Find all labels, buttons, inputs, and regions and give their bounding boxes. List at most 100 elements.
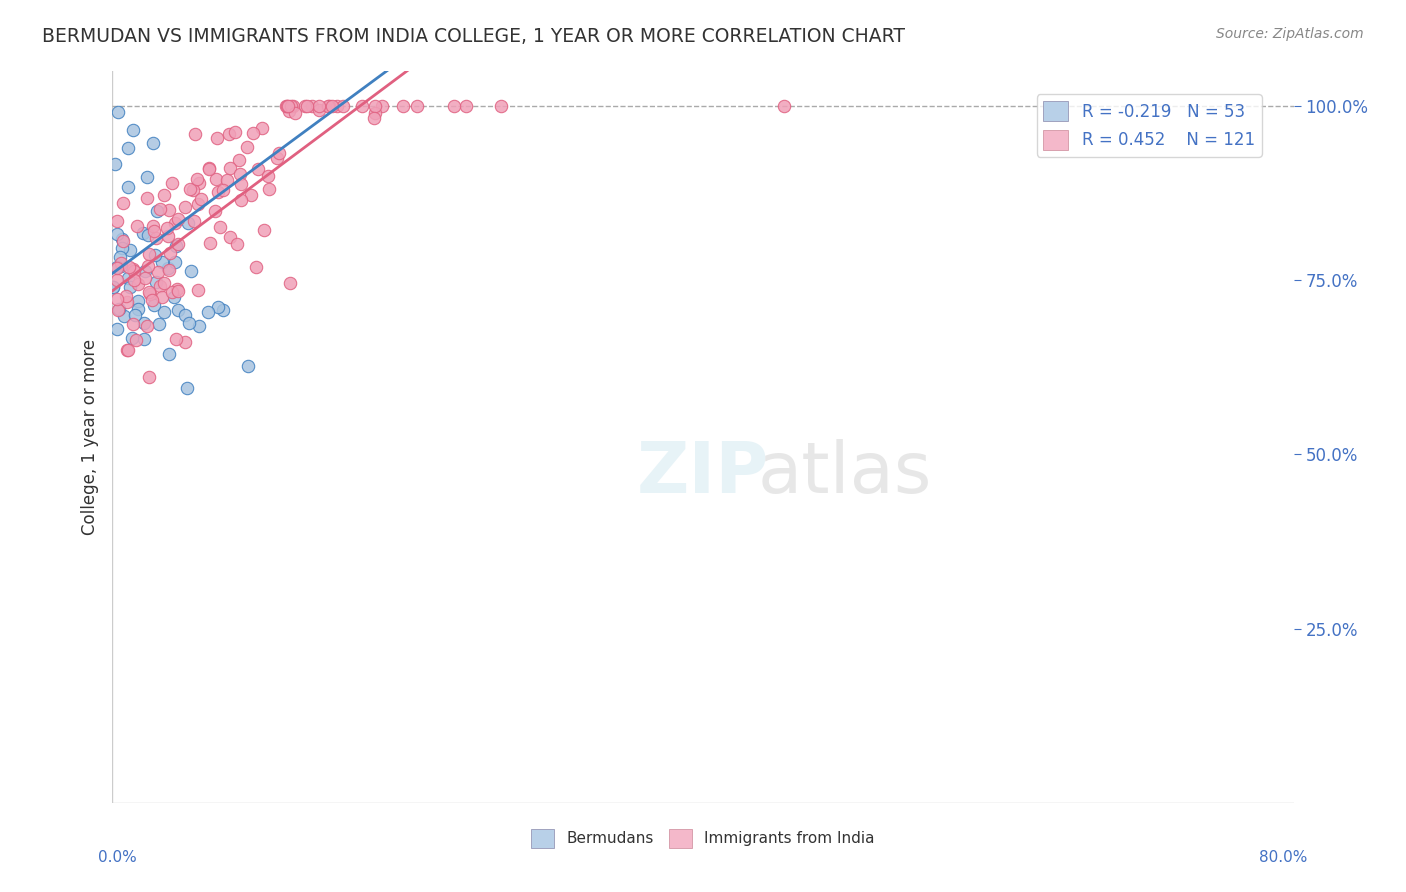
Point (117, 271, 139, 285)
Point (252, 120, 274, 135)
Point (198, 235, 221, 250)
Text: atlas: atlas (758, 439, 932, 508)
Point (149, 279, 172, 293)
Point (266, 151, 288, 165)
Point (104, 157, 127, 171)
Point (159, 245, 181, 260)
Point (326, 99, 349, 113)
Point (167, 212, 190, 227)
Text: BERMUDAN VS IMMIGRANTS FROM INDIA COLLEGE, 1 YEAR OR MORE CORRELATION CHART: BERMUDAN VS IMMIGRANTS FROM INDIA COLLEG… (42, 27, 905, 45)
Point (371, 99, 394, 113)
Point (112, 310, 135, 324)
Point (218, 127, 240, 141)
Point (177, 216, 200, 230)
Point (240, 187, 263, 202)
Point (308, 99, 330, 113)
Point (183, 213, 205, 227)
Point (174, 200, 197, 214)
Point (180, 264, 202, 278)
Point (253, 223, 276, 237)
Point (122, 123, 145, 137)
Point (141, 293, 163, 307)
Point (207, 131, 229, 145)
Point (160, 285, 183, 300)
Point (110, 250, 132, 264)
Point (132, 227, 155, 241)
Point (277, 99, 299, 113)
Point (187, 283, 209, 297)
Point (215, 172, 238, 186)
Point (105, 260, 128, 275)
Point (186, 172, 208, 186)
Point (107, 302, 129, 317)
Point (174, 335, 197, 350)
Point (183, 127, 205, 141)
Point (174, 309, 197, 323)
Point (124, 308, 146, 322)
Point (318, 99, 340, 113)
Point (363, 99, 385, 113)
Point (127, 301, 149, 316)
Text: Source: ZipAtlas.com: Source: ZipAtlas.com (1216, 27, 1364, 41)
Point (176, 381, 198, 395)
Point (134, 271, 156, 285)
Point (156, 260, 179, 275)
Text: 0.0%: 0.0% (98, 850, 138, 865)
Point (150, 254, 173, 268)
Text: 80.0%: 80.0% (1260, 850, 1308, 865)
Point (224, 126, 246, 140)
Point (143, 248, 166, 262)
Point (110, 259, 132, 273)
Point (163, 290, 186, 304)
Point (219, 229, 242, 244)
Point (257, 182, 280, 196)
Point (204, 171, 226, 186)
Point (166, 283, 188, 297)
Point (197, 161, 219, 176)
Point (111, 234, 134, 248)
Point (127, 219, 149, 233)
Point (146, 265, 169, 279)
Point (163, 255, 186, 269)
Point (143, 298, 166, 312)
Point (111, 195, 134, 210)
Text: ZIP: ZIP (637, 439, 769, 508)
Point (117, 141, 139, 155)
Point (165, 332, 187, 346)
Point (105, 273, 128, 287)
Point (105, 292, 128, 306)
Point (166, 284, 188, 298)
Point (111, 232, 134, 246)
Point (134, 316, 156, 330)
Point (136, 170, 159, 185)
Point (138, 370, 160, 384)
Point (148, 318, 170, 332)
Y-axis label: College, 1 year or more: College, 1 year or more (80, 339, 98, 535)
Point (110, 256, 132, 270)
Point (115, 343, 138, 357)
Point (157, 263, 180, 277)
Point (281, 99, 304, 113)
Point (152, 290, 174, 304)
Point (363, 111, 385, 125)
Point (219, 161, 242, 175)
Point (276, 99, 298, 113)
Point (772, 99, 794, 113)
Point (212, 302, 235, 317)
Point (108, 302, 131, 317)
Point (284, 106, 307, 120)
Point (295, 99, 318, 113)
Point (207, 301, 229, 315)
Point (136, 191, 159, 205)
Point (229, 177, 252, 191)
Point (125, 334, 148, 348)
Point (138, 285, 160, 299)
Point (143, 225, 166, 239)
Point (238, 359, 260, 373)
Point (142, 219, 165, 233)
Point (156, 220, 179, 235)
Point (280, 99, 302, 113)
Point (127, 293, 149, 308)
Point (245, 260, 267, 275)
Point (165, 239, 187, 253)
